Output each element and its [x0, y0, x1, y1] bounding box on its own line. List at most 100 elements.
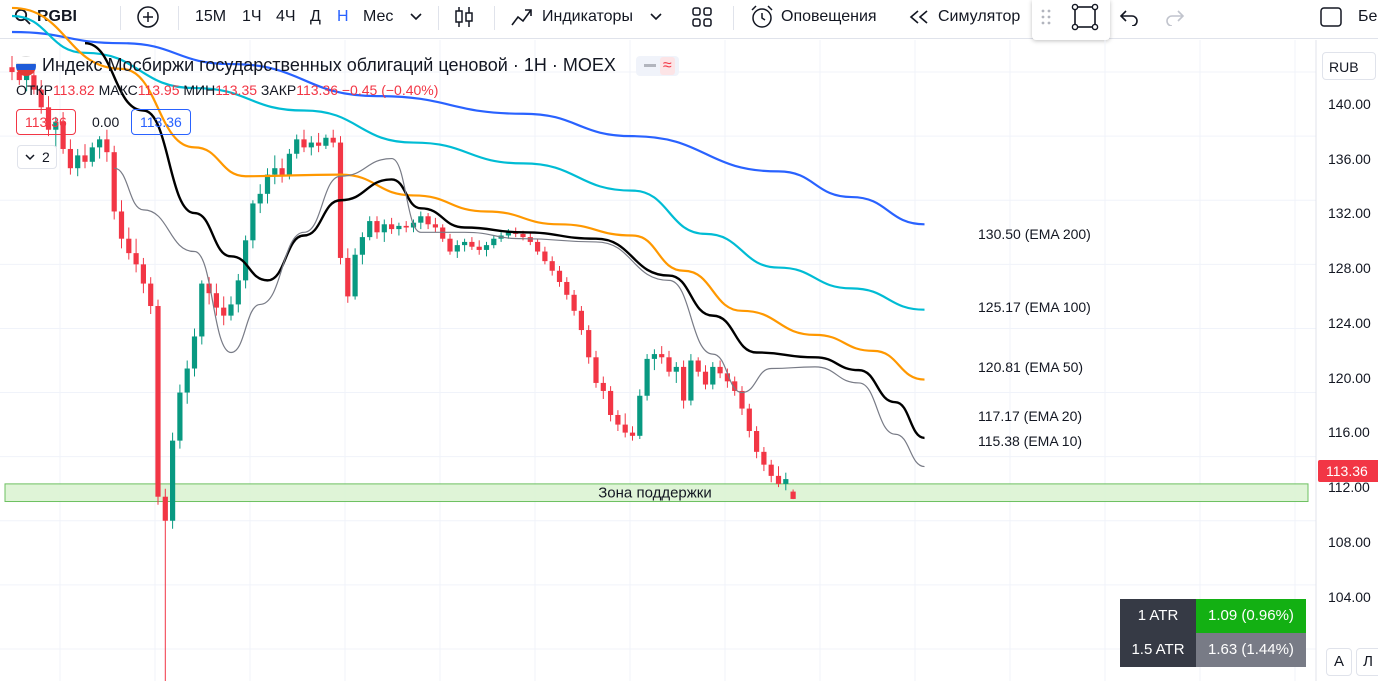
currency-button[interactable]: RUB [1322, 52, 1376, 80]
candle-body [316, 142, 322, 146]
candle-body [381, 224, 387, 233]
change-value: −0.45 (−0.40%) [341, 82, 439, 98]
add-symbol-button[interactable] [136, 0, 160, 34]
candle-body [9, 67, 15, 73]
price-tick: 108.00 [1328, 534, 1371, 550]
candle-body [469, 241, 475, 247]
candle-body [104, 139, 110, 153]
undo-button[interactable] [1118, 0, 1140, 34]
candle-body [520, 233, 526, 238]
price-tick: 104.00 [1328, 589, 1371, 605]
candle-body [184, 368, 190, 393]
indicators-icon [511, 9, 532, 26]
interval-week[interactable]: Н [337, 8, 349, 25]
ema-line-ema20 [84, 42, 925, 440]
ema50-label: 120.81 (EMA 50) [978, 359, 1084, 375]
candle-body [396, 225, 402, 230]
ema-line-ema10 [114, 157, 925, 468]
candle-body [31, 75, 37, 90]
candle-body [243, 240, 249, 281]
alerts-label: Оповещения [781, 8, 877, 25]
replay-label: Симулятор [938, 8, 1021, 25]
price-tick: 124.00 [1328, 315, 1371, 331]
candle-body [462, 241, 468, 246]
legend-toggle-button[interactable]: ≈ [635, 55, 679, 76]
candle-body [476, 246, 482, 250]
replay-button[interactable]: Симулятор [908, 0, 1020, 34]
interval-day[interactable]: Д [310, 8, 321, 25]
interval-month[interactable]: Мес [363, 8, 394, 25]
interval-1h[interactable]: 1Ч [242, 8, 262, 25]
symbol-search[interactable]: RGBI [14, 0, 77, 34]
price-tick: 120.00 [1328, 370, 1371, 386]
candle-body [367, 221, 373, 238]
open-value: 113.82 [52, 82, 95, 98]
candle-body [97, 139, 103, 148]
candle-body [440, 227, 446, 239]
rectangle-icon [1071, 3, 1099, 31]
collapse-indicators-button[interactable]: 2 [17, 145, 57, 169]
candle-body [622, 424, 628, 433]
candle-body [681, 366, 687, 401]
candle-body [564, 281, 570, 295]
candle-body [790, 491, 796, 499]
support-zone-label: Зона поддержки [598, 485, 712, 502]
ema-line-ema200 [11, 30, 925, 226]
interval-dropdown[interactable] [409, 0, 423, 34]
high-value: 113.95 [137, 82, 180, 98]
drag-handle-icon[interactable] [1040, 0, 1052, 34]
rectangle-tool-button[interactable] [1070, 0, 1100, 34]
candle-body [45, 107, 52, 130]
candle-body [571, 294, 577, 311]
candle-body [118, 211, 125, 239]
candle-body [221, 307, 227, 316]
support-zone[interactable] [4, 483, 1309, 503]
ema100-label: 125.17 (EMA 100) [978, 299, 1091, 315]
candle-body [170, 440, 176, 521]
candle-body [389, 224, 395, 230]
price-tick: 136.00 [1328, 151, 1371, 167]
grid-icon [692, 7, 712, 27]
candle-body [695, 360, 701, 372]
alerts-button[interactable]: Оповещения [749, 0, 877, 34]
candle-body [454, 245, 460, 252]
ema20-label: 117.17 (EMA 20) [978, 408, 1083, 424]
symbol-label: RGBI [37, 8, 77, 25]
interval-15m[interactable]: 15M [195, 8, 227, 25]
chevron-down-icon [650, 13, 662, 21]
price-tick: 116.00 [1328, 424, 1370, 440]
candle-body [75, 155, 81, 169]
candle-body [739, 390, 745, 409]
candle-body [505, 232, 511, 236]
candle-body [323, 137, 329, 146]
indicators-button[interactable]: Индикаторы [510, 0, 663, 34]
ohlc-row: ОТКР113.82 МАКС113.95 МИН113.35 ЗАКР113.… [16, 82, 439, 98]
candle-body [24, 75, 30, 81]
square-icon [1320, 7, 1342, 27]
candle-body [53, 121, 59, 130]
auto-scale-button[interactable]: A [1326, 648, 1352, 676]
candle-body [768, 464, 774, 476]
layout-toggle-button[interactable]: Бе [1318, 0, 1377, 34]
top-toolbar: RGBI 15M 1Ч 4Ч Д Н Мес Индикаторы Оповещ… [0, 0, 1378, 40]
candle-body [38, 89, 44, 108]
redo-button[interactable] [1164, 0, 1186, 34]
legend-title-row[interactable]: Индекс Мосбиржи государственных облигаци… [16, 55, 679, 76]
log-scale-button[interactable]: Л [1356, 648, 1378, 676]
alarm-clock-icon [751, 5, 773, 28]
candle-body [140, 264, 146, 284]
ema-line-ema100 [11, 14, 925, 311]
candle-body [16, 72, 22, 81]
chart-type-button[interactable] [453, 0, 475, 34]
interval-4h[interactable]: 4Ч [276, 8, 296, 25]
layouts-button[interactable] [690, 0, 714, 34]
chevron-down-icon [25, 154, 35, 161]
buy-price-button[interactable]: 113.36 [131, 109, 191, 135]
candle-body [746, 408, 752, 432]
sell-price-button[interactable]: 113.36 [16, 109, 76, 135]
candle-body [133, 253, 139, 265]
candle-body [710, 366, 716, 385]
candle-body [724, 373, 730, 382]
candle-body [783, 479, 789, 484]
